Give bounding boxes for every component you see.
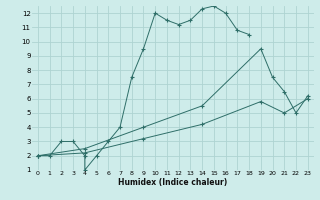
X-axis label: Humidex (Indice chaleur): Humidex (Indice chaleur): [118, 178, 228, 187]
